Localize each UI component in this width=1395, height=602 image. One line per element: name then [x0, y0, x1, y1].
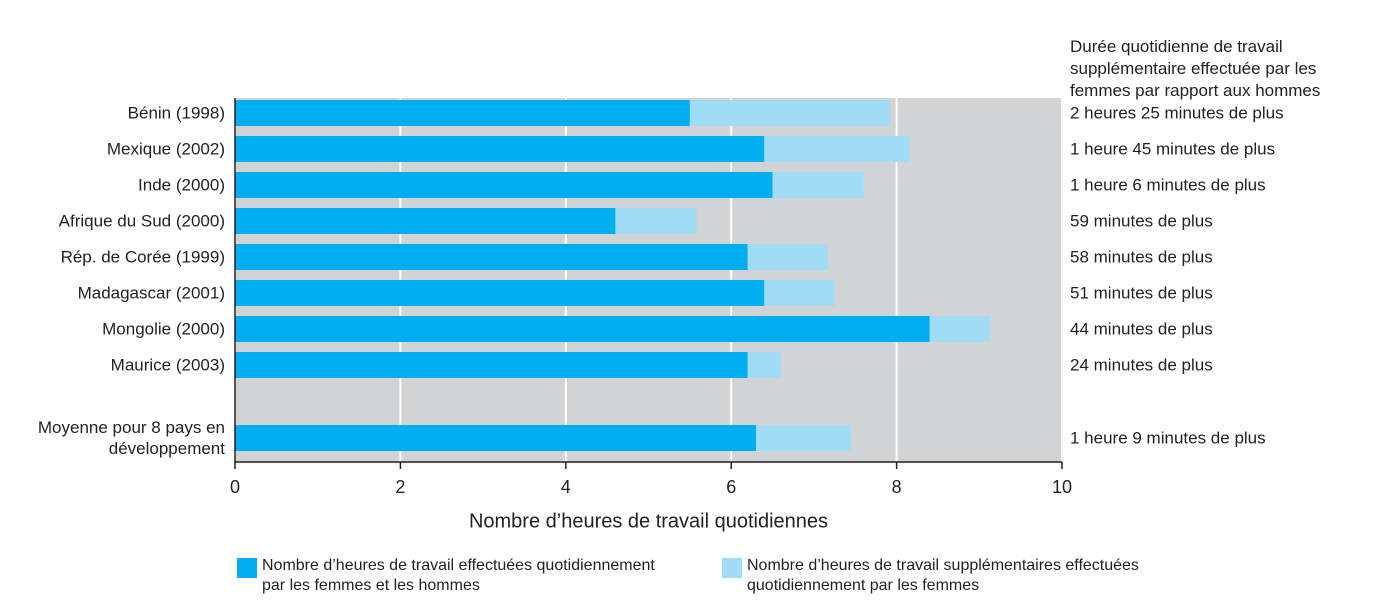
annotation: 59 minutes de plus: [1070, 211, 1213, 231]
y-tick-label: Madagascar (2001): [77, 283, 225, 303]
x-tick-label: 6: [726, 477, 736, 497]
bar-segment: [747, 352, 781, 378]
annotation: 44 minutes de plus: [1070, 319, 1213, 339]
bar-segment: [235, 316, 930, 342]
annotation: 1 heure 45 minutes de plus: [1070, 139, 1276, 159]
legend-label: Nombre d’heures de travail supplémentair…: [747, 557, 1139, 594]
bar-segment: [756, 425, 852, 451]
annotation: 1 heure 9 minutes de plus: [1070, 428, 1266, 448]
bar-segment: [235, 100, 690, 126]
legend-swatch: [722, 558, 742, 578]
annotation: 1 heure 6 minutes de plus: [1070, 175, 1266, 195]
annotation: 51 minutes de plus: [1070, 283, 1213, 303]
annotation: 2 heures 25 minutes de plus: [1070, 103, 1284, 123]
y-tick-label: Moyenne pour 8 pays en développement: [37, 418, 225, 458]
y-tick-label: Mongolie (2000): [102, 319, 225, 339]
bar-segment: [764, 136, 910, 162]
legend-swatch: [237, 558, 257, 578]
bar-segment: [235, 352, 748, 378]
bar-segment: [235, 280, 765, 306]
bar-segment: [747, 244, 828, 270]
x-tick-label: 10: [1052, 477, 1072, 497]
annotation: 24 minutes de plus: [1070, 355, 1213, 375]
y-tick-label: Afrique du Sud (2000): [58, 211, 225, 231]
y-tick-label: Rép. de Corée (1999): [60, 247, 225, 267]
y-tick-label: Inde (2000): [138, 175, 225, 195]
x-tick-label: 8: [892, 477, 902, 497]
bar-segment: [615, 208, 697, 234]
y-tick-label: Mexique (2002): [106, 139, 225, 159]
y-tick-label: Bénin (1998): [127, 103, 225, 123]
bar-segment: [235, 172, 773, 198]
x-tick-label: 2: [395, 477, 405, 497]
x-axis-title: Nombre d’heures de travail quotidiennes: [469, 510, 828, 532]
annotation-title: Durée quotidienne de travail supplémenta…: [1070, 37, 1321, 100]
y-tick-label: Maurice (2003): [110, 355, 225, 375]
bar-segment: [764, 280, 835, 306]
bar-segment: [772, 172, 864, 198]
legend-label: Nombre d’heures de travail effectuées qu…: [262, 557, 655, 594]
bar-segment: [929, 316, 991, 342]
x-tick-label: 0: [230, 477, 240, 497]
bar-segment: [235, 136, 765, 162]
bar-segment: [235, 425, 757, 451]
bar-segment: [235, 244, 748, 270]
bar-segment: [235, 208, 616, 234]
annotation: 58 minutes de plus: [1070, 247, 1213, 267]
bar-segment: [689, 100, 890, 126]
x-tick-label: 4: [561, 477, 571, 497]
